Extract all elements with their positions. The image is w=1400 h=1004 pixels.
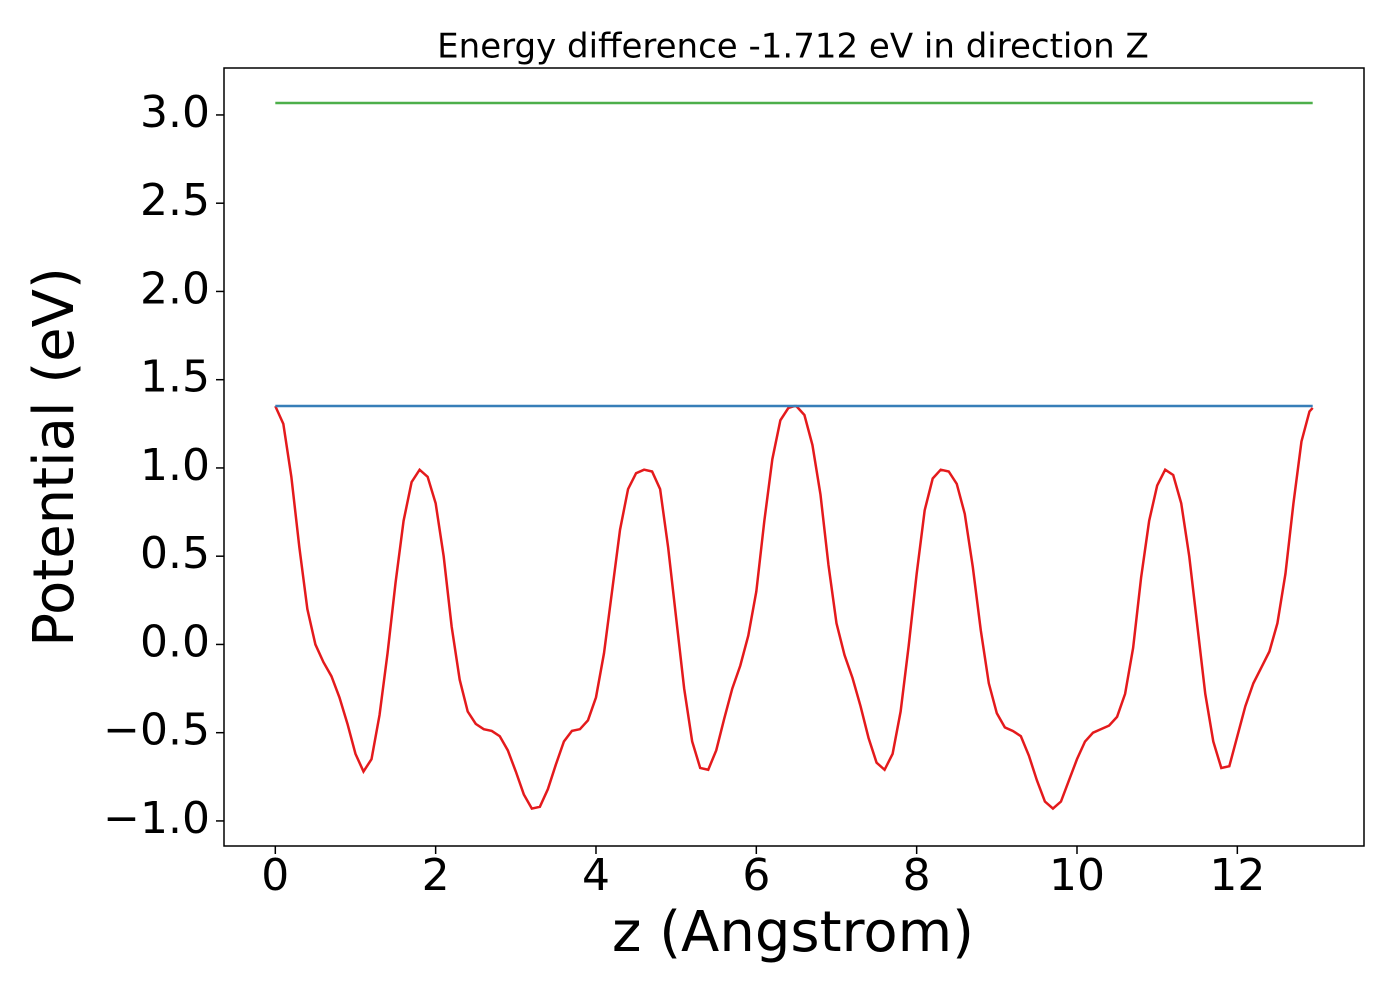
x-tick-label: 6: [742, 850, 770, 901]
x-axis-label: z (Angstrom): [612, 900, 974, 965]
plot-frame: [223, 67, 1365, 847]
x-tick-label: 8: [903, 850, 931, 901]
y-tick-label: 3.0: [140, 87, 210, 138]
y-tick-label: 1.0: [140, 440, 210, 491]
y-tick-label: 2.5: [140, 175, 210, 226]
chart-title: Energy difference -1.712 eV in direction…: [437, 27, 1149, 67]
x-tick-label: 2: [422, 850, 450, 901]
x-tick-label: 4: [582, 850, 610, 901]
y-tick-label: 0.5: [140, 528, 210, 579]
y-tick-label: 1.5: [140, 352, 210, 403]
y-tick-label: −0.5: [103, 705, 210, 756]
x-tick-label: 12: [1209, 850, 1265, 901]
y-tick-label: 2.0: [140, 263, 210, 314]
y-tick-label: −1.0: [103, 793, 210, 844]
y-tick-label: 0.0: [140, 616, 210, 667]
x-tick-label: 10: [1049, 850, 1105, 901]
y-axis-label: Potential (eV): [22, 267, 87, 647]
series-line: [274, 404, 1314, 811]
x-tick-label: 0: [261, 850, 289, 901]
